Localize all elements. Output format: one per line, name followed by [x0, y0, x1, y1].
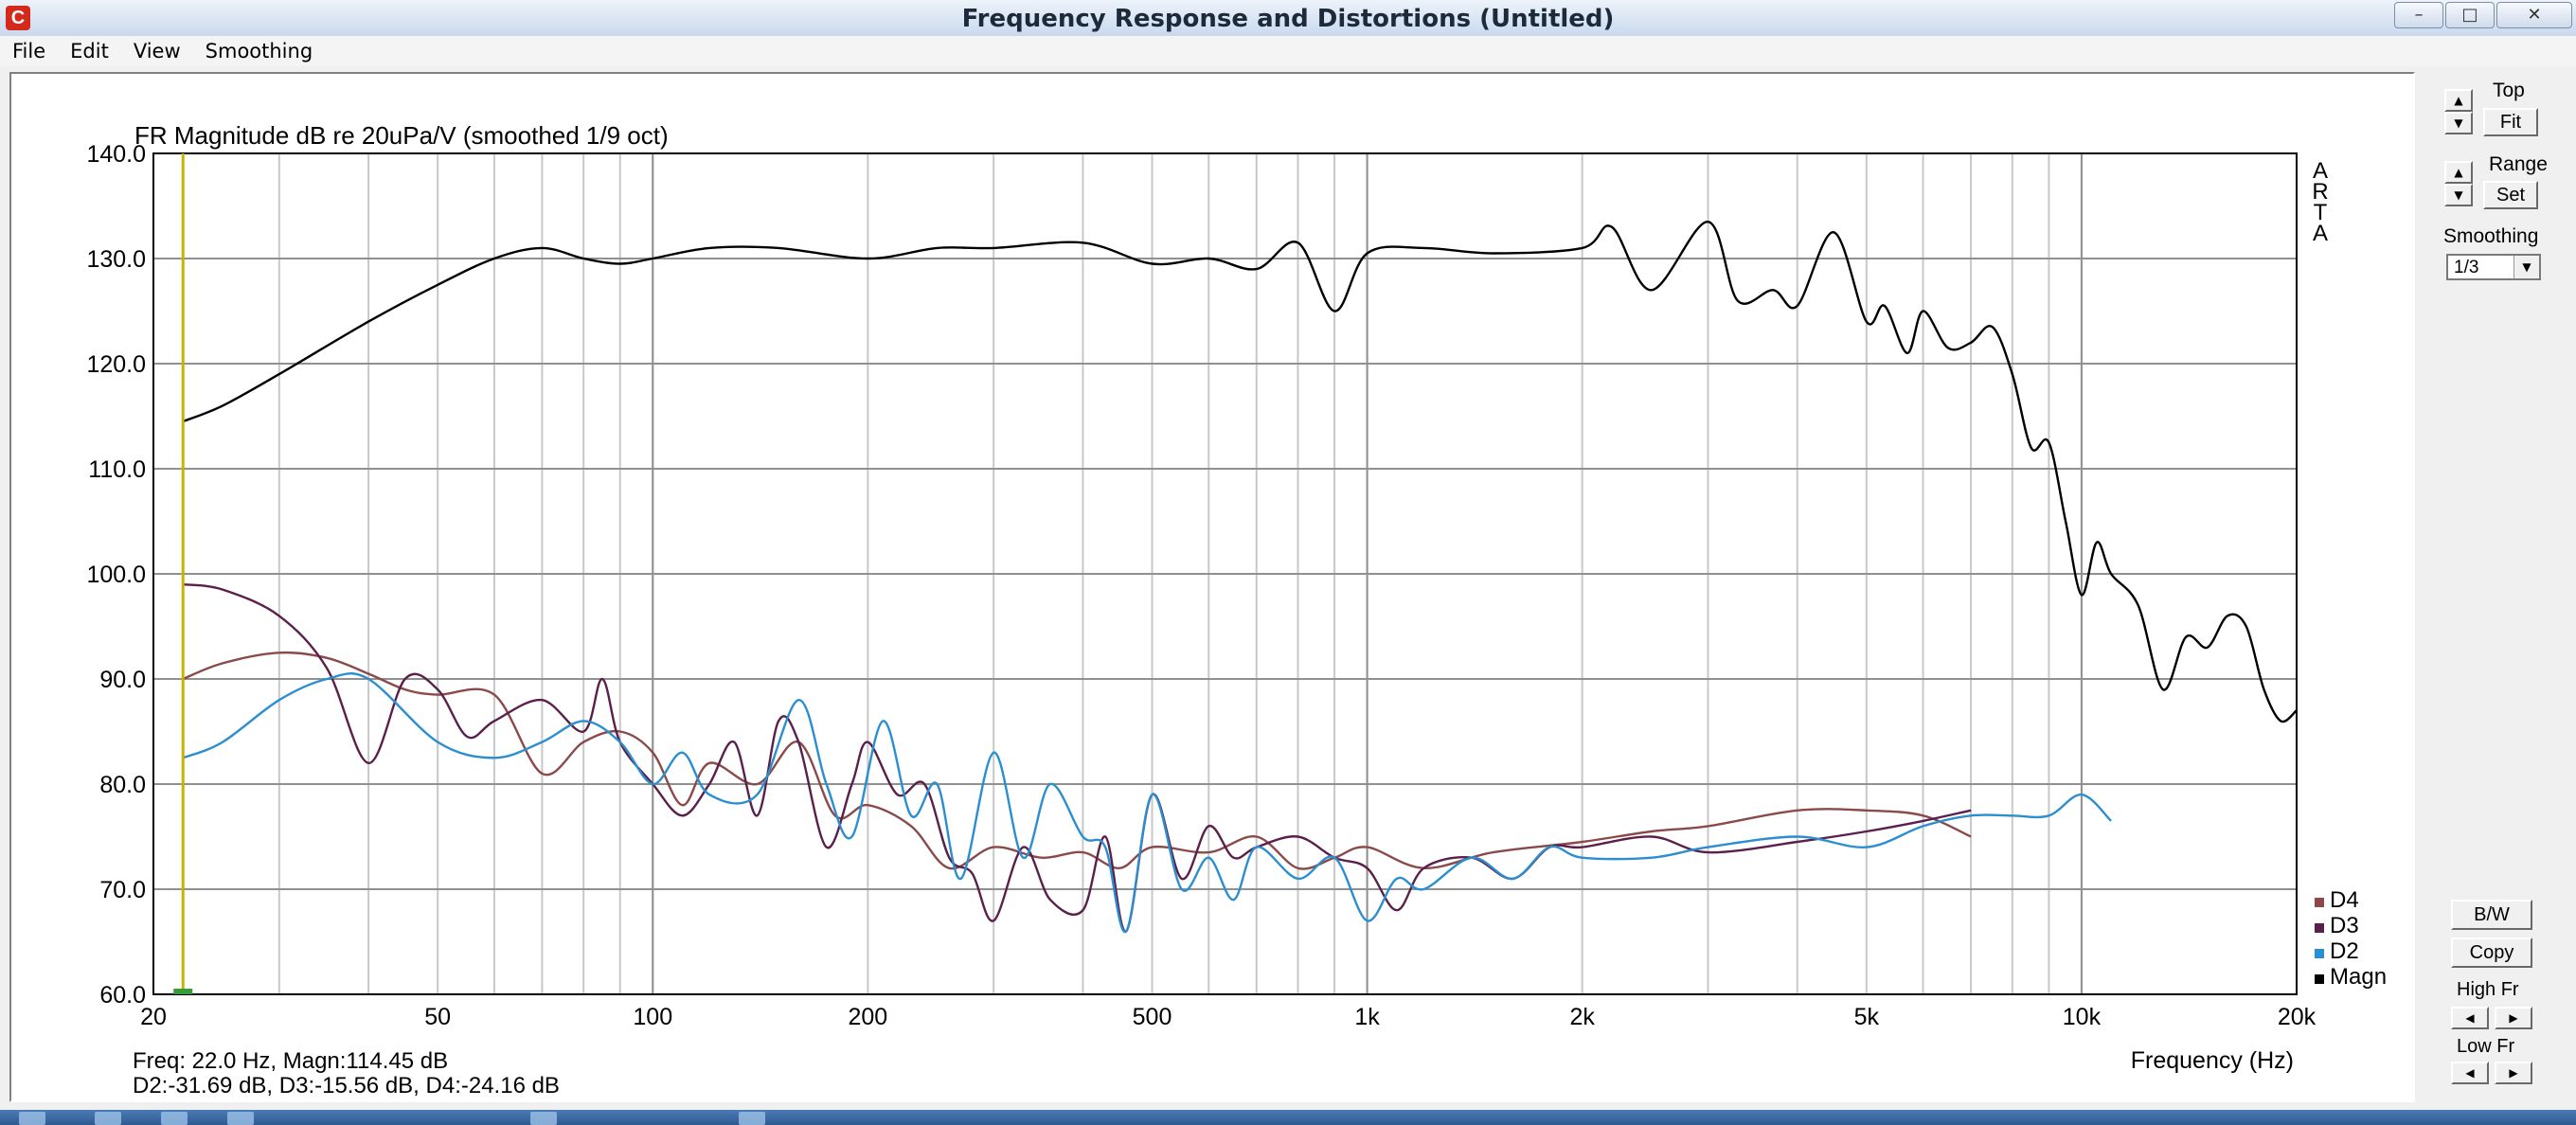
y-tick-label: 100.0 — [86, 562, 146, 588]
bw-button[interactable]: B/W — [2451, 900, 2532, 930]
title-bar: C Frequency Response and Distortions (Un… — [0, 0, 2576, 37]
legend-swatch-magn — [2315, 974, 2324, 984]
frequency-response-chart[interactable]: 60.0 70.0 80.0 90.0 100.0 110.0 120.0 130.0 140.… — [11, 74, 2413, 1100]
y-tick-label: 130.0 — [86, 246, 146, 273]
smoothing-select[interactable]: 1/3 ▼ — [2446, 254, 2541, 280]
taskbar-app-icon[interactable] — [227, 1112, 254, 1125]
series-line-magn — [182, 221, 2298, 723]
range-up-spinner[interactable]: ▲ — [2444, 161, 2473, 184]
range-down-spinner[interactable]: ▼ — [2444, 184, 2473, 206]
watermark-letter: A — [2313, 221, 2328, 246]
plot-frame — [152, 152, 2298, 995]
y-tick-label: 60.0 — [99, 982, 146, 1009]
x-tick-label: 100 — [633, 1004, 672, 1030]
legend-swatch-d2 — [2315, 949, 2324, 958]
x-tick-label: 20 — [140, 1004, 167, 1030]
plot-labels: 60.0 70.0 80.0 90.0 100.0 110.0 120.0 130.0 140.… — [86, 141, 2316, 1030]
set-button[interactable]: Set — [2483, 181, 2538, 209]
menu-file[interactable]: File — [12, 40, 46, 62]
low-fr-right-spinner[interactable]: ▶ — [2495, 1062, 2532, 1084]
legend-label-magn: Magn — [2330, 964, 2387, 990]
taskbar-app-icon[interactable] — [95, 1112, 121, 1125]
legend-label-d3: D3 — [2330, 913, 2359, 938]
top-down-spinner[interactable]: ▼ — [2444, 112, 2473, 134]
x-tick-label: 10k — [2063, 1004, 2102, 1030]
close-button[interactable]: ✕ — [2496, 2, 2572, 28]
menu-bar: File Edit View Smoothing — [0, 36, 2576, 66]
high-fr-right-spinner[interactable]: ▶ — [2495, 1007, 2532, 1029]
high-fr-label: High Fr — [2457, 979, 2519, 1000]
legend-label-d2: D2 — [2330, 938, 2359, 964]
readout-line-1: Freq: 22.0 Hz, Magn:114.45 dB — [133, 1048, 448, 1074]
series-line-d3 — [183, 582, 1972, 933]
cursor-marker — [173, 989, 193, 994]
start-icon[interactable] — [19, 1112, 45, 1125]
y-tick-label: 90.0 — [99, 667, 146, 693]
taskbar — [0, 1110, 2576, 1125]
taskbar-app-icon[interactable] — [161, 1112, 188, 1125]
taskbar-app-icon[interactable] — [739, 1112, 765, 1125]
plot-curves — [182, 221, 2298, 933]
watermark-letter: A — [2313, 158, 2328, 184]
plot-panel[interactable]: 60.0 70.0 80.0 90.0 100.0 110.0 120.0 130.0 140.… — [9, 72, 2415, 1102]
x-tick-label: 5k — [1854, 1004, 1880, 1030]
smoothing-value: 1/3 — [2454, 258, 2479, 277]
chevron-down-icon[interactable]: ▼ — [2513, 256, 2539, 278]
maximize-button[interactable]: □ — [2445, 2, 2495, 28]
menu-edit[interactable]: Edit — [70, 40, 109, 62]
y-tick-label: 120.0 — [86, 351, 146, 378]
low-fr-left-spinner[interactable]: ◀ — [2451, 1062, 2489, 1084]
fit-button[interactable]: Fit — [2483, 108, 2538, 136]
chart-title: FR Magnitude dB re 20uPa/V (smoothed 1/9… — [134, 121, 669, 150]
series-line-d4 — [182, 651, 1972, 870]
plot-grid — [152, 152, 2298, 995]
y-tick-label: 70.0 — [99, 877, 146, 903]
arta-watermark: ARTAARTA — [2312, 158, 2328, 246]
menu-smoothing[interactable]: Smoothing — [205, 40, 313, 62]
y-tick-label: 80.0 — [99, 772, 146, 798]
copy-button[interactable]: Copy — [2451, 938, 2532, 968]
y-tick-label: 140.0 — [86, 141, 146, 168]
x-tick-label: 500 — [1133, 1004, 1172, 1030]
x-tick-label: 1k — [1354, 1004, 1380, 1030]
x-tick-label: 200 — [848, 1004, 887, 1030]
app-icon[interactable]: C — [6, 6, 30, 30]
low-fr-label: Low Fr — [2457, 1036, 2515, 1057]
window-title: Frequency Response and Distortions (Unti… — [961, 5, 1615, 33]
y-tick-label: 110.0 — [88, 456, 146, 483]
top-up-spinner[interactable]: ▲ — [2444, 89, 2473, 112]
top-label: Top — [2493, 80, 2525, 101]
x-tick-label: 20k — [2278, 1004, 2317, 1030]
series-line-d2 — [182, 671, 2112, 933]
x-axis-label: Frequency (Hz) — [2131, 1047, 2294, 1074]
high-fr-left-spinner[interactable]: ◀ — [2451, 1007, 2489, 1029]
legend-swatch-d3 — [2315, 923, 2324, 933]
smoothing-label: Smoothing — [2443, 225, 2539, 247]
menu-view[interactable]: View — [133, 40, 181, 62]
taskbar-app-icon[interactable] — [530, 1112, 557, 1125]
legend-label-d4: D4 — [2330, 887, 2359, 913]
watermark-letter: R — [2312, 179, 2328, 205]
minimize-button[interactable]: – — [2394, 2, 2443, 28]
legend-swatch-d4 — [2315, 898, 2324, 907]
x-tick-label: 2k — [1569, 1004, 1595, 1030]
readout-line-2: D2:-31.69 dB, D3:-15.56 dB, D4:-24.16 dB — [133, 1073, 560, 1098]
watermark-letter: T — [2314, 200, 2328, 225]
x-tick-label: 50 — [424, 1004, 451, 1030]
range-label: Range — [2489, 153, 2548, 175]
